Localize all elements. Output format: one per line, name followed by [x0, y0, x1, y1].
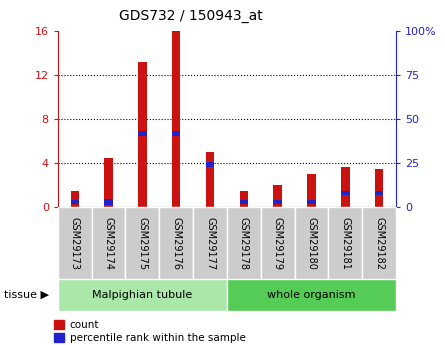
Bar — [138, 62, 147, 207]
Text: GSM29173: GSM29173 — [70, 217, 80, 270]
Text: tissue ▶: tissue ▶ — [4, 290, 49, 300]
Text: GSM29176: GSM29176 — [171, 217, 181, 270]
Bar — [70, 200, 79, 204]
Bar — [105, 199, 113, 205]
Bar — [375, 168, 383, 207]
Text: GSM29179: GSM29179 — [273, 217, 283, 270]
Bar — [159, 207, 193, 279]
Text: GSM29174: GSM29174 — [104, 217, 113, 270]
Text: GDS732 / 150943_at: GDS732 / 150943_at — [119, 9, 263, 23]
Bar — [261, 207, 295, 279]
Bar — [125, 207, 159, 279]
Bar — [295, 207, 328, 279]
Text: GSM29181: GSM29181 — [340, 217, 350, 270]
Bar — [58, 207, 92, 279]
Bar — [105, 158, 113, 207]
Bar — [341, 190, 350, 195]
Bar — [328, 207, 362, 279]
Text: whole organism: whole organism — [267, 290, 356, 300]
Bar — [172, 130, 181, 136]
Text: GSM29175: GSM29175 — [138, 217, 147, 270]
Bar — [273, 200, 282, 204]
Legend: count, percentile rank within the sample: count, percentile rank within the sample — [50, 316, 250, 345]
Bar — [227, 207, 261, 279]
Bar — [239, 190, 248, 207]
Bar — [273, 185, 282, 207]
Text: GSM29178: GSM29178 — [239, 217, 249, 270]
Bar — [172, 31, 181, 207]
Bar — [362, 207, 396, 279]
Text: GSM29177: GSM29177 — [205, 217, 215, 270]
Bar — [239, 200, 248, 204]
Bar — [375, 191, 383, 196]
Text: GSM29182: GSM29182 — [374, 217, 384, 270]
Bar — [58, 279, 227, 311]
Text: Malpighian tubule: Malpighian tubule — [92, 290, 193, 300]
Bar — [206, 162, 214, 167]
Bar — [70, 190, 79, 207]
Bar — [138, 130, 147, 136]
Text: GSM29180: GSM29180 — [307, 217, 316, 270]
Bar — [307, 174, 316, 207]
Bar — [227, 279, 396, 311]
Bar — [206, 152, 214, 207]
Bar — [307, 200, 316, 204]
Bar — [92, 207, 125, 279]
Bar — [341, 167, 350, 207]
Bar — [193, 207, 227, 279]
